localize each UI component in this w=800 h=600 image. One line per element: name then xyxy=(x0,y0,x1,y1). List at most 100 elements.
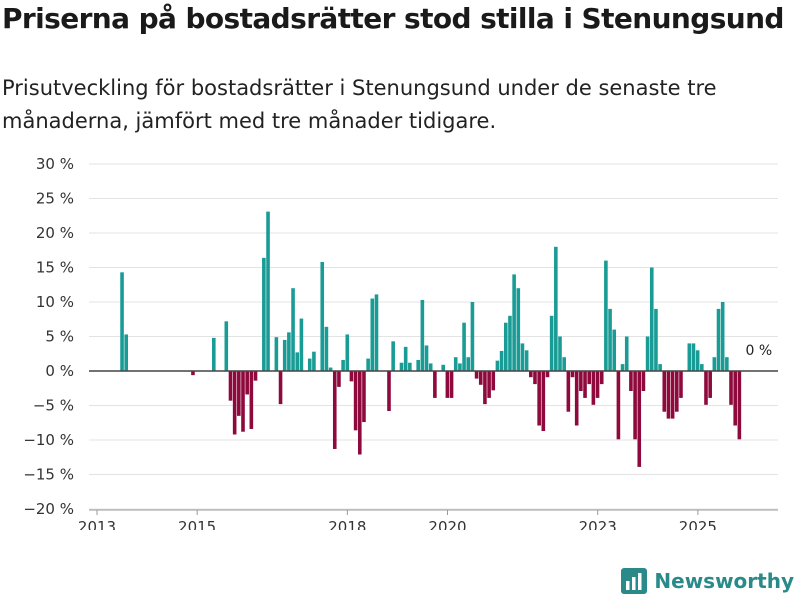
bar xyxy=(633,371,637,440)
bar xyxy=(570,371,575,378)
bar xyxy=(362,371,366,423)
bar xyxy=(428,363,433,371)
y-tick-label: −5 % xyxy=(33,397,74,415)
bar xyxy=(282,339,287,371)
y-tick-label: 10 % xyxy=(36,293,74,311)
x-tick-label: 2023 xyxy=(579,518,617,530)
bar xyxy=(595,371,600,398)
bar xyxy=(679,371,683,398)
bar xyxy=(574,371,579,426)
bar xyxy=(491,371,496,391)
bar xyxy=(237,371,241,416)
y-tick-label: 15 % xyxy=(36,259,74,277)
bar xyxy=(562,357,566,371)
y-axis-labels: 30 % 25 % 20 % 15 % 10 % 5 % 0 % −5 % −10 % −15 %… xyxy=(23,155,74,518)
bar xyxy=(729,371,733,405)
bar xyxy=(299,318,304,371)
y-tick-label: −10 % xyxy=(23,431,74,449)
y-tick-label: 25 % xyxy=(36,190,74,208)
bar-chart: 30 % 25 % 20 % 15 % 10 % 5 % 0 % −5 % −10 % −15 %… xyxy=(23,155,778,530)
bar xyxy=(670,371,675,419)
x-tick-label: 2015 xyxy=(178,518,216,530)
bar xyxy=(337,371,341,387)
bar xyxy=(345,334,350,371)
y-tick-label: −20 % xyxy=(23,500,74,518)
bar xyxy=(391,341,395,371)
bar xyxy=(328,367,333,371)
bar xyxy=(353,371,358,431)
bar xyxy=(320,261,325,371)
bar xyxy=(278,371,283,405)
newsworthy-logo: Newsworthy xyxy=(621,568,794,594)
bar xyxy=(654,308,658,371)
bar xyxy=(687,343,692,371)
bar xyxy=(249,371,254,429)
bar xyxy=(433,371,437,398)
bar xyxy=(529,371,533,378)
bar xyxy=(537,371,541,426)
bar xyxy=(608,308,612,371)
bar xyxy=(583,371,587,398)
x-tick-label: 2020 xyxy=(428,518,466,530)
bar xyxy=(357,371,362,455)
y-tick-label: −15 % xyxy=(23,466,74,484)
bar xyxy=(558,336,562,371)
bar xyxy=(508,315,512,371)
bar xyxy=(587,371,591,385)
bar xyxy=(266,211,270,371)
bar xyxy=(253,371,258,381)
bar xyxy=(691,343,696,371)
bar xyxy=(641,371,646,392)
bar xyxy=(662,371,667,412)
bar xyxy=(374,294,379,371)
bar xyxy=(579,371,583,392)
bar xyxy=(524,350,529,371)
x-tick-label: 2018 xyxy=(328,518,366,530)
bar xyxy=(370,298,375,371)
bar xyxy=(541,371,546,432)
bar xyxy=(466,357,471,371)
bar xyxy=(704,371,708,405)
bar xyxy=(675,371,679,412)
bar xyxy=(408,362,412,371)
bar xyxy=(445,371,450,398)
bar xyxy=(241,371,245,432)
y-tick-label: 5 % xyxy=(45,328,74,346)
bar xyxy=(420,299,425,371)
bar xyxy=(416,359,420,371)
bar xyxy=(245,371,249,395)
bar xyxy=(533,371,537,385)
bar xyxy=(312,351,316,371)
bar xyxy=(120,272,124,371)
bar xyxy=(516,288,521,371)
bar xyxy=(712,357,717,371)
bar xyxy=(725,357,729,371)
y-tick-label: 0 % xyxy=(45,362,74,380)
bar xyxy=(624,336,629,371)
bar xyxy=(695,350,700,371)
bar xyxy=(658,364,662,371)
y-tick-label: 30 % xyxy=(36,155,74,173)
bar xyxy=(512,274,516,371)
bar xyxy=(424,345,429,371)
newsworthy-icon xyxy=(621,568,648,594)
bar xyxy=(287,332,291,371)
brand-name: Newsworthy xyxy=(654,569,794,593)
bar xyxy=(737,371,742,440)
bar xyxy=(307,358,312,371)
bar xyxy=(291,288,295,371)
x-tick-label: 2013 xyxy=(78,518,116,530)
x-tick-label: 2025 xyxy=(679,518,717,530)
bar xyxy=(232,371,237,435)
bar xyxy=(478,371,483,385)
bar xyxy=(462,322,466,371)
bar xyxy=(324,326,329,371)
bar xyxy=(620,364,625,371)
bar xyxy=(520,343,525,371)
x-axis: 2013 2015 2018 2020 2023 2025 xyxy=(78,509,778,530)
bar xyxy=(629,371,633,392)
bar xyxy=(295,352,300,371)
bar xyxy=(332,371,337,449)
bar xyxy=(483,371,487,405)
bar xyxy=(591,371,596,405)
